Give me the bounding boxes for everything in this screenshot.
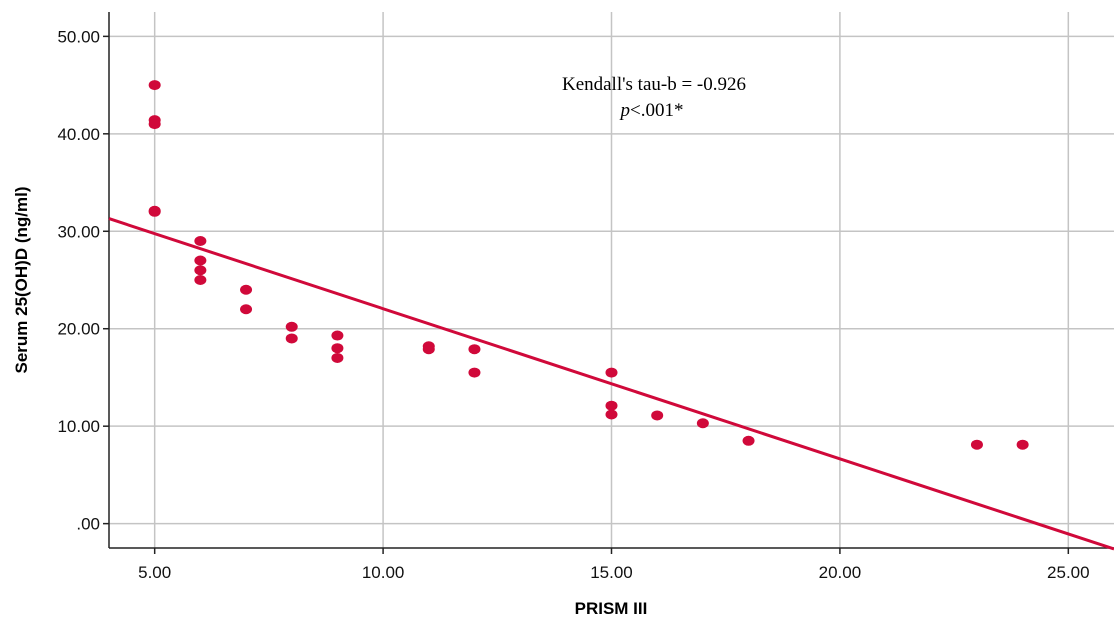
data-point bbox=[605, 400, 618, 411]
x-tick-label: 20.00 bbox=[819, 563, 862, 582]
data-point bbox=[331, 343, 344, 354]
data-point bbox=[651, 410, 664, 421]
data-point bbox=[970, 439, 983, 450]
data-point bbox=[468, 367, 481, 378]
data-points bbox=[148, 80, 1029, 450]
gridlines bbox=[109, 12, 1114, 548]
data-point bbox=[696, 418, 709, 429]
data-point bbox=[240, 284, 253, 295]
y-axis-title: Serum 25(OH)D (ng/ml) bbox=[12, 186, 31, 373]
data-point bbox=[194, 265, 207, 276]
y-tick-label: 40.00 bbox=[57, 125, 100, 144]
regression-line bbox=[108, 217, 1114, 551]
p-value-text: <.001* bbox=[630, 100, 683, 121]
x-tick-label: 10.00 bbox=[362, 563, 405, 582]
kendall-tau-annotation: Kendall's tau-b = -0.926 bbox=[562, 74, 746, 95]
data-point bbox=[285, 321, 298, 332]
x-axis-ticks: 5.00 10.00 15.00 20.00 25.00 bbox=[138, 548, 1090, 582]
data-point bbox=[240, 304, 253, 315]
x-tick-label: 25.00 bbox=[1047, 563, 1090, 582]
data-point bbox=[285, 333, 298, 344]
data-point bbox=[331, 352, 344, 363]
y-tick-label: 20.00 bbox=[57, 320, 100, 339]
x-axis-title: PRISM III bbox=[575, 599, 648, 618]
fit-line-group bbox=[108, 217, 1114, 551]
data-point bbox=[605, 367, 618, 378]
y-tick-label: 50.00 bbox=[57, 27, 100, 46]
x-tick-label: 15.00 bbox=[590, 563, 633, 582]
data-point bbox=[148, 119, 161, 130]
data-point bbox=[148, 206, 161, 217]
y-tick-label: 10.00 bbox=[57, 417, 100, 436]
data-point bbox=[148, 80, 161, 91]
data-point bbox=[331, 330, 344, 341]
data-point bbox=[1016, 439, 1029, 450]
p-value-symbol: p bbox=[619, 100, 631, 121]
p-value-annotation: p<.001* bbox=[619, 100, 684, 121]
y-tick-label: .00 bbox=[76, 515, 100, 534]
data-point bbox=[194, 255, 207, 266]
data-point bbox=[422, 344, 435, 355]
y-tick-label: 30.00 bbox=[57, 222, 100, 241]
data-point bbox=[194, 236, 207, 247]
x-tick-label: 5.00 bbox=[138, 563, 171, 582]
data-point bbox=[605, 409, 618, 420]
y-axis-ticks: .00 10.00 20.00 30.00 40.00 50.00 bbox=[57, 27, 109, 534]
data-point bbox=[194, 275, 207, 285]
data-point bbox=[468, 344, 481, 355]
data-point bbox=[742, 435, 755, 446]
